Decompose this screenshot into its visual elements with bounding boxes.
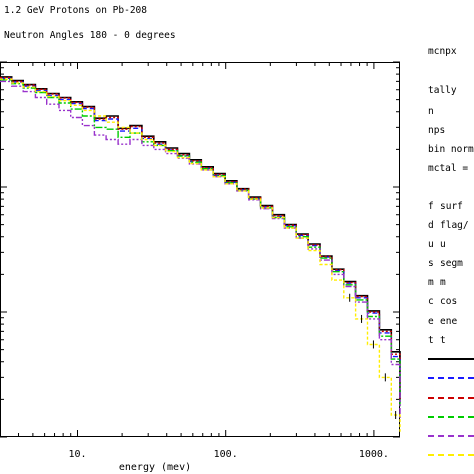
param-value: t	[440, 335, 446, 346]
series-line-1	[0, 76, 401, 400]
legend-swatch-5	[428, 435, 474, 437]
x-axis-label: energy (mev)	[119, 462, 191, 473]
param-key: e	[428, 316, 434, 327]
tally-line: mctal = i	[428, 163, 474, 174]
legend-swatch-2	[428, 377, 474, 379]
param-key: f	[428, 201, 434, 212]
param-value: u	[440, 239, 446, 250]
param-key: s	[428, 258, 434, 269]
series-line-3	[0, 76, 401, 403]
series-line-2	[0, 77, 401, 406]
code-name: mcnpx	[428, 46, 457, 57]
param-value: segm	[440, 258, 463, 269]
series-line-6	[0, 78, 401, 432]
legend-swatch-3	[428, 397, 474, 399]
chart-title: 1.2 GeV Protons on Pb-208	[4, 5, 147, 16]
chart-subtitle: Neutron Angles 180 - 0 degrees	[4, 30, 176, 41]
tally-line: n	[428, 106, 434, 117]
series-line-5	[0, 80, 401, 419]
legend-swatch-4	[428, 416, 474, 418]
param-value: cos	[440, 296, 458, 307]
param-key: u	[428, 239, 434, 250]
x-tick-label: 100.	[214, 449, 238, 460]
series-line-4	[0, 79, 401, 409]
param-key: d	[428, 220, 434, 231]
plot-frame	[0, 62, 400, 437]
x-tick-label: 1000.	[359, 449, 389, 460]
param-key: m	[428, 277, 434, 288]
legend-swatch-6	[428, 454, 474, 456]
param-key: c	[428, 296, 434, 307]
x-tick-label: 10.	[68, 449, 86, 460]
param-value: ene	[440, 316, 458, 327]
tally-line: bin norme	[428, 144, 474, 155]
param-value: m	[440, 277, 446, 288]
param-value: flag/	[440, 220, 469, 231]
tally-line: tally	[428, 85, 457, 96]
param-key: t	[428, 335, 434, 346]
param-value: surf	[440, 201, 463, 212]
tally-line: nps	[428, 125, 446, 136]
legend-swatch-1	[428, 358, 474, 360]
